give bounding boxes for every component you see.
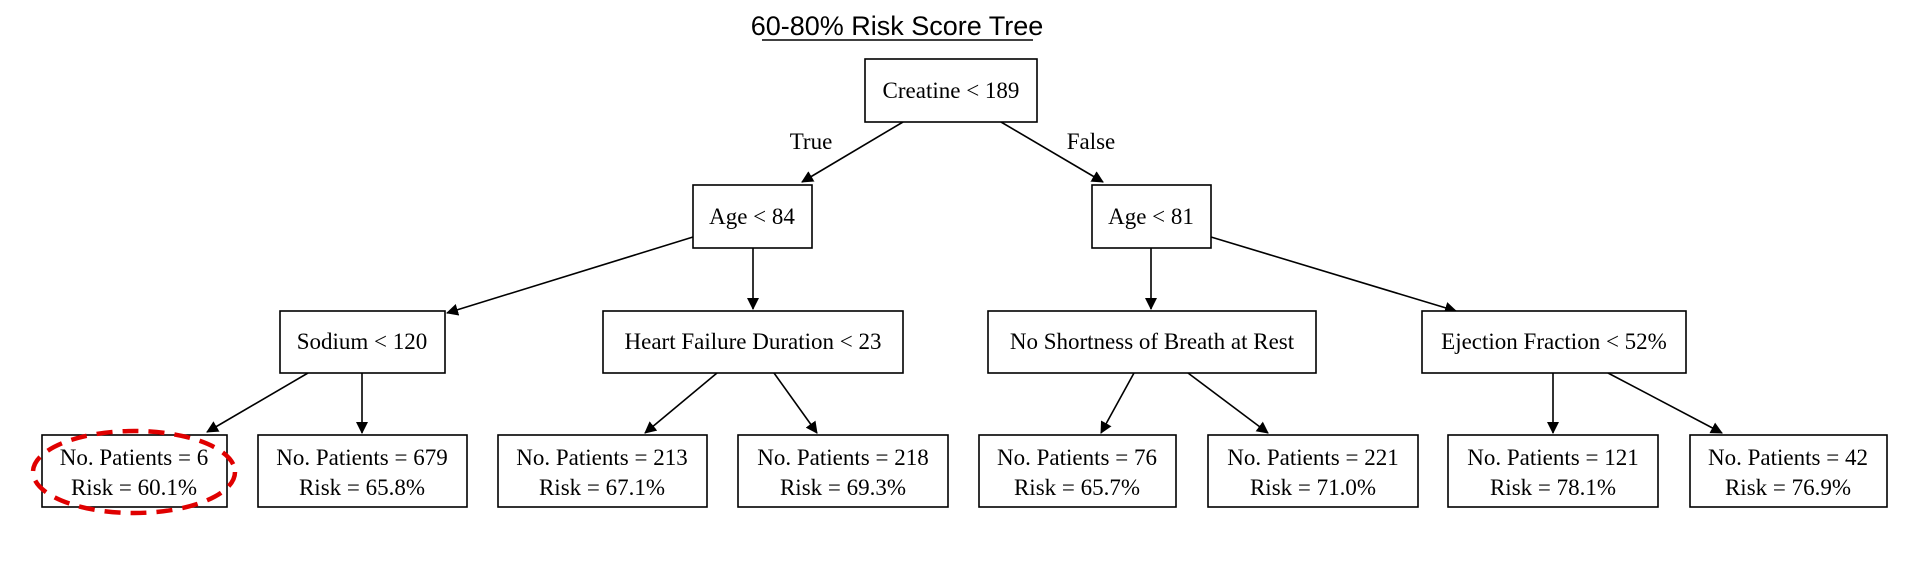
leaf-node: No. Patients = 221 Risk = 71.0% [1207, 434, 1419, 508]
leaf-risk-label: Risk = 69.3% [780, 475, 906, 500]
edge-label-true: True [790, 129, 833, 154]
leaf-risk-label: Risk = 67.1% [539, 475, 665, 500]
leaf-patients-label: No. Patients = 121 [1467, 445, 1638, 470]
edge-nosob-to-leaf-6 [1187, 372, 1269, 434]
leaf-patients-label: No. Patients = 221 [1227, 445, 1398, 470]
node-heart-failure-duration: Heart Failure Duration < 23 [602, 310, 904, 374]
node-hfd-label: Heart Failure Duration < 23 [625, 329, 882, 354]
node-no-shortness-of-breath: No Shortness of Breath at Rest [987, 310, 1317, 374]
node-root-label: Creatine < 189 [883, 78, 1020, 103]
leaf-risk-label: Risk = 78.1% [1490, 475, 1616, 500]
leaf-risk-label: Risk = 60.1% [71, 475, 197, 500]
leaf-node: No. Patients = 213 Risk = 67.1% [497, 434, 708, 508]
node-ejection-fraction: Ejection Fraction < 52% [1421, 310, 1687, 374]
edge-nosob-to-leaf-5 [1100, 372, 1135, 434]
edge-age81-to-ef [1210, 236, 1457, 314]
leaf-risk-label: Risk = 71.0% [1250, 475, 1376, 500]
tree-edges [206, 121, 1723, 434]
leaf-node: No. Patients = 76 Risk = 65.7% [978, 434, 1177, 508]
node-nosob-label: No Shortness of Breath at Rest [1010, 329, 1295, 354]
leaf-risk-label: Risk = 65.8% [299, 475, 425, 500]
edge-root-to-age84 [801, 121, 904, 183]
leaf-node: No. Patients = 218 Risk = 69.3% [737, 434, 949, 508]
leaf-patients-label: No. Patients = 679 [276, 445, 447, 470]
leaf-node: No. Patients = 42 Risk = 76.9% [1689, 434, 1888, 508]
leaf-patients-label: No. Patients = 42 [1708, 445, 1868, 470]
leaf-patients-label: No. Patients = 6 [60, 445, 208, 470]
highlight-ellipse [30, 428, 238, 516]
edge-hfd-to-leaf-3 [644, 372, 718, 434]
edge-ef-to-leaf-8 [1607, 372, 1723, 434]
diagram-title: 60-80% Risk Score Tree [751, 11, 1044, 41]
node-root: Creatine < 189 [864, 58, 1038, 123]
leaf-patients-label: No. Patients = 76 [997, 445, 1157, 470]
leaf-risk-label: Risk = 65.7% [1014, 475, 1140, 500]
node-age84: Age < 84 [692, 184, 813, 249]
leaf-node: No. Patients = 679 Risk = 65.8% [257, 434, 468, 508]
node-sodium-label: Sodium < 120 [297, 329, 428, 354]
leaf-node: No. Patients = 6 Risk = 60.1% [41, 434, 228, 508]
leaf-patients-label: No. Patients = 213 [516, 445, 687, 470]
node-age84-label: Age < 84 [709, 204, 795, 229]
edge-root-to-age81 [1000, 121, 1104, 183]
leaf-patients-label: No. Patients = 218 [757, 445, 928, 470]
node-sodium: Sodium < 120 [279, 310, 446, 374]
leaf-node: No. Patients = 121 Risk = 78.1% [1447, 434, 1659, 508]
edge-label-false: False [1067, 129, 1116, 154]
node-age81: Age < 81 [1091, 184, 1212, 249]
edge-hfd-to-leaf-4 [773, 372, 818, 434]
edge-age84-to-sodium [446, 236, 694, 316]
node-age81-label: Age < 81 [1108, 204, 1194, 229]
leaf-risk-label: Risk = 76.9% [1725, 475, 1851, 500]
node-ef-label: Ejection Fraction < 52% [1441, 329, 1667, 354]
edge-sodium-to-leaf-1 [206, 372, 309, 433]
